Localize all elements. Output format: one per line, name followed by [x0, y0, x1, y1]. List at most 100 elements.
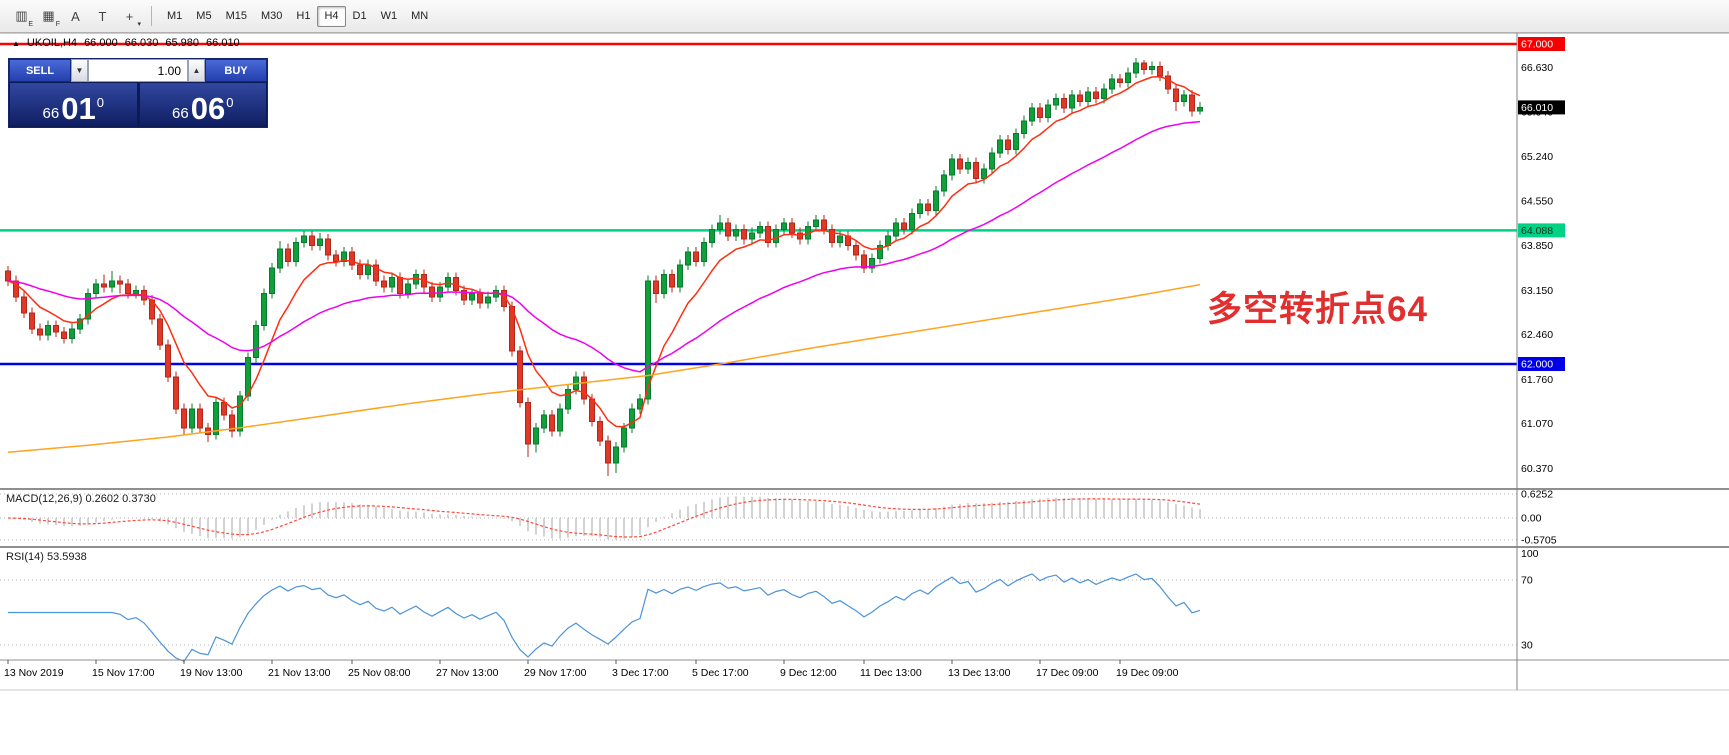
candle	[1189, 94, 1195, 112]
candle	[565, 389, 571, 410]
candle	[117, 280, 123, 285]
ask-price-display[interactable]: 66 06 0	[139, 83, 266, 126]
candle	[789, 222, 795, 234]
candle	[909, 213, 915, 231]
candle	[1005, 139, 1011, 151]
candle	[1149, 65, 1155, 71]
timeframe-button-m5[interactable]: M5	[189, 6, 218, 27]
ma-line-fast-red[interactable]	[7, 76, 1201, 428]
buy-button[interactable]: BUY	[205, 59, 267, 82]
candle	[397, 277, 403, 295]
ma-line-slow-orange[interactable]	[7, 283, 1201, 454]
candle	[317, 238, 323, 247]
candle	[1109, 78, 1115, 90]
time-axis-label: 19 Dec 09:00	[1116, 667, 1179, 679]
timeframe-button-w1[interactable]: W1	[374, 6, 405, 27]
rsi-scale-label: 30	[1521, 640, 1533, 652]
candle	[261, 293, 267, 327]
collapse-icon[interactable]: ▲	[12, 38, 20, 48]
candle	[581, 376, 587, 400]
candle	[981, 168, 987, 179]
candle	[973, 161, 979, 179]
candle	[469, 293, 475, 301]
candle	[309, 235, 315, 247]
level-badge-67	[1518, 37, 1565, 51]
candle	[253, 325, 259, 359]
candle	[189, 408, 195, 429]
level-badge-67-label: 67.000	[1521, 39, 1553, 51]
candle	[405, 283, 411, 295]
ask-price-sup: 0	[226, 95, 234, 110]
time-axis-label: 19 Nov 13:00	[180, 667, 243, 679]
candle	[477, 293, 483, 304]
candle	[1173, 88, 1179, 103]
candle	[45, 325, 51, 336]
timeframe-button-mn[interactable]: MN	[404, 6, 435, 27]
candle	[373, 264, 379, 282]
candle	[229, 414, 235, 432]
candle	[237, 395, 243, 432]
candle	[1165, 75, 1171, 90]
candle	[589, 398, 595, 423]
candle	[917, 203, 923, 215]
candle	[853, 245, 859, 256]
candle	[997, 139, 1003, 154]
volume-decrease-button[interactable]: ▼	[71, 59, 88, 82]
candle	[5, 270, 11, 282]
candle	[685, 251, 691, 266]
text-label-icon[interactable]: A	[62, 5, 89, 28]
candle	[781, 222, 787, 231]
timeframe-button-m1[interactable]: M1	[160, 6, 189, 27]
sell-button[interactable]: SELL	[9, 59, 71, 82]
candle	[93, 283, 99, 295]
toolbar-icon-group: ▥ E ▦ F A T + ▾	[8, 5, 143, 28]
candle	[661, 273, 667, 295]
chart-window-icon[interactable]: ▥ E	[8, 5, 35, 28]
candle	[741, 229, 747, 240]
candle	[333, 254, 339, 263]
price-axis-label: 65.240	[1521, 151, 1553, 163]
ma-line-medium-magenta[interactable]	[7, 120, 1201, 373]
candle	[365, 264, 371, 275]
candle	[157, 318, 163, 346]
timeframe-button-m30[interactable]: M30	[254, 6, 289, 27]
candle	[429, 286, 435, 298]
volume-increase-button[interactable]: ▲	[188, 59, 205, 82]
candle	[37, 328, 43, 336]
time-axis-label: 15 Nov 17:00	[92, 667, 155, 679]
candle	[53, 325, 59, 333]
candle	[541, 414, 547, 429]
toolbar: ▥ E ▦ F A T + ▾ M1 M5 M15 M30 H1 H4 D1 W1 MN	[0, 0, 1729, 33]
crosshair-tool-icon[interactable]: + ▾	[116, 5, 143, 28]
timeframe-group: M1 M5 M15 M30 H1 H4 D1 W1 MN	[160, 5, 435, 27]
candle	[525, 401, 531, 445]
candle	[277, 248, 283, 269]
candle	[597, 421, 603, 442]
candle	[933, 190, 939, 211]
chart-text-annotation[interactable]: 多空转折点64	[1207, 290, 1428, 329]
candle	[549, 414, 555, 432]
bid-price-display[interactable]: 66 01 0	[10, 83, 137, 126]
candle	[1117, 78, 1123, 83]
price-axis-label: 63.150	[1521, 285, 1553, 297]
candle	[165, 344, 171, 378]
candle	[557, 408, 563, 432]
macd-histogram	[15, 496, 1201, 540]
candle	[21, 296, 27, 314]
timeframe-button-m15[interactable]: M15	[219, 6, 254, 27]
candle	[325, 238, 331, 256]
candle	[765, 225, 771, 243]
current-price-badge-label: 66.010	[1521, 102, 1553, 114]
candle	[1181, 94, 1187, 103]
text-box-icon[interactable]: T	[89, 5, 116, 28]
timeframe-button-h1[interactable]: H1	[289, 6, 317, 27]
volume-input[interactable]	[88, 59, 188, 82]
price-axis-label: 61.070	[1521, 418, 1553, 430]
ask-price-prefix: 66	[172, 105, 189, 122]
grid-icon[interactable]: ▦ F	[35, 5, 62, 28]
candle	[1021, 120, 1027, 135]
candle	[1101, 88, 1107, 99]
timeframe-button-h4[interactable]: H4	[317, 5, 346, 27]
timeframe-button-d1[interactable]: D1	[346, 6, 374, 27]
